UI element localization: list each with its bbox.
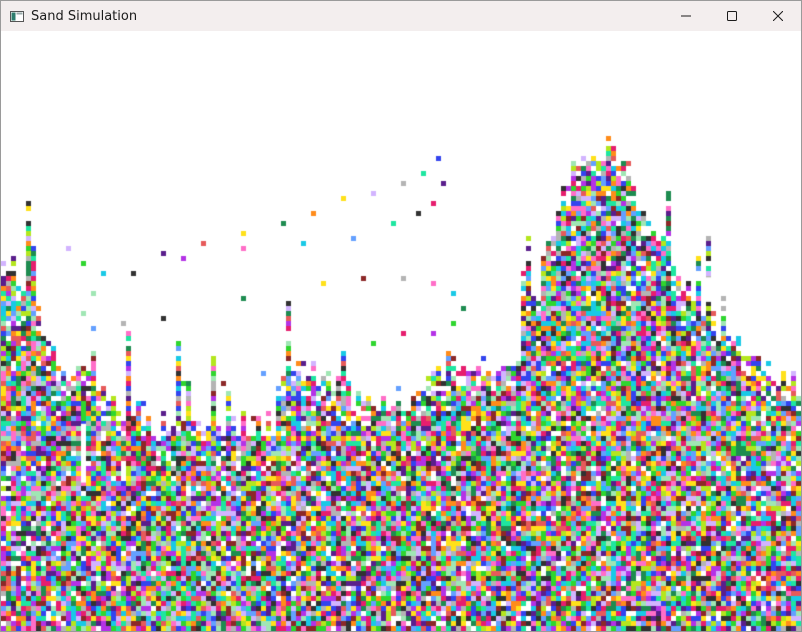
window-app-icon bbox=[10, 10, 24, 22]
minimize-icon bbox=[681, 15, 691, 17]
simulation-canvas-area[interactable] bbox=[1, 31, 801, 631]
sand-canvas[interactable] bbox=[1, 31, 801, 631]
maximize-button[interactable] bbox=[709, 1, 755, 31]
maximize-icon bbox=[727, 11, 737, 21]
window-controls bbox=[663, 1, 801, 31]
close-button[interactable] bbox=[755, 1, 801, 31]
title-bar[interactable]: Sand Simulation bbox=[1, 1, 801, 31]
close-icon bbox=[773, 11, 783, 21]
minimize-button[interactable] bbox=[663, 1, 709, 31]
window-title: Sand Simulation bbox=[31, 8, 138, 24]
